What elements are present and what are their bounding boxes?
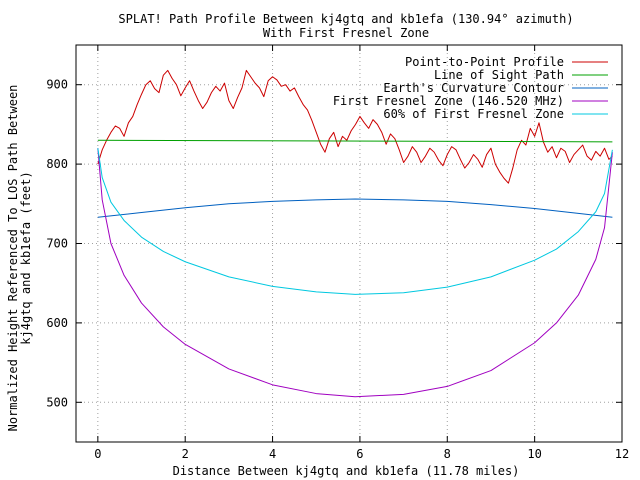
legend-label: Earth's Curvature Contour xyxy=(383,81,564,95)
chart-subtitle: With First Fresnel Zone xyxy=(263,26,429,40)
y-axis-label-line-2: kj4gtq and kb1efa (feet) xyxy=(19,171,33,344)
y-tick-label: 700 xyxy=(46,237,68,251)
x-tick-label: 12 xyxy=(615,447,629,461)
x-tick-label: 4 xyxy=(269,447,276,461)
series-line-line-of-sight-path xyxy=(97,139,613,143)
series-layer xyxy=(97,69,613,398)
y-tick-label: 600 xyxy=(46,316,68,330)
legend-label: Point-to-Point Profile xyxy=(405,55,564,69)
chart-title: SPLAT! Path Profile Between kj4gtq and k… xyxy=(118,12,573,26)
series-line-first-fresnel-zone-146-520-mhz xyxy=(97,148,613,398)
series-line-point-to-point-profile xyxy=(97,69,613,184)
y-axis-label-line-1: Normalized Height Referenced To LOS Path… xyxy=(6,85,20,432)
axes: 0 2 4 6 8 10 12 500 600 700 800 900 xyxy=(46,45,629,461)
x-axis-label: Distance Between kj4gtq and kb1efa (11.7… xyxy=(173,464,520,478)
legend-label: 60% of First Fresnel Zone xyxy=(383,107,564,121)
legend-label: First Fresnel Zone (146.520 MHz) xyxy=(333,94,564,108)
y-tick-label: 500 xyxy=(46,395,68,409)
series-line-60-of-first-fresnel-zone xyxy=(97,148,613,295)
x-tick-label: 0 xyxy=(94,447,101,461)
x-tick-label: 8 xyxy=(444,447,451,461)
x-tick-label: 6 xyxy=(356,447,363,461)
y-tick-label: 900 xyxy=(46,78,68,92)
y-tick-label: 800 xyxy=(46,157,68,171)
plot-frame xyxy=(75,44,623,443)
x-tick-label: 10 xyxy=(527,447,541,461)
grid-lines xyxy=(76,45,623,442)
x-tick-label: 2 xyxy=(182,447,189,461)
series-line-earth-s-curvature-contour xyxy=(97,198,613,218)
legend-label: Line of Sight Path xyxy=(434,68,564,82)
y-axis-label: Normalized Height Referenced To LOS Path… xyxy=(6,85,33,432)
